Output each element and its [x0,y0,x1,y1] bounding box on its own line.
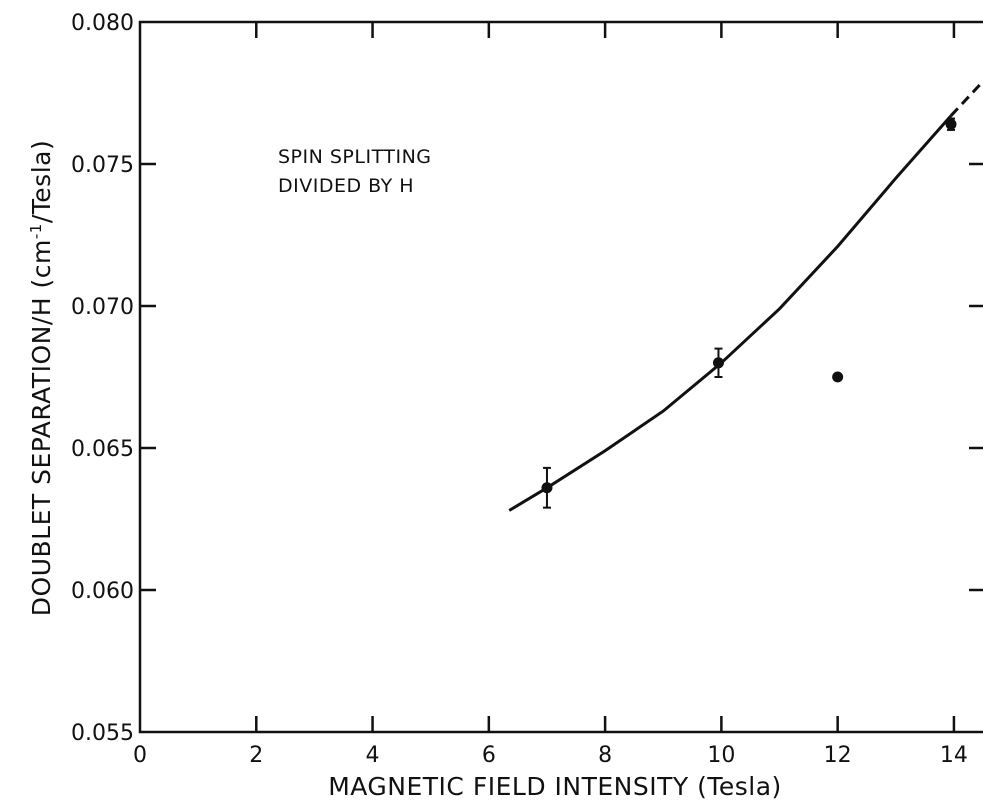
x-axis: 0 2 4 6 8 10 12 14 [133,22,968,768]
x-tick-label: 10 [707,743,735,768]
plot-frame-rect [138,20,983,734]
data-point [541,482,553,494]
annotation-line-2: DIVIDED BY H [278,175,414,197]
x-tick-label: 8 [598,743,612,768]
y-axis: 0.055 0.060 0.065 0.070 0.075 0.080 [71,11,983,746]
annotation-line-1: SPIN SPLITTING [278,146,432,168]
data-points [541,117,957,509]
plot-frame [138,20,983,734]
y-axis-title-tail: /Tesla) [27,140,56,223]
fit-curve [508,114,953,512]
y-tick-label: 0.075 [71,153,134,178]
x-tick-label: 6 [482,743,496,768]
y-axis-title-main: DOUBLET SEPARATION/H (cm [27,239,56,616]
x-tick-label: 4 [366,743,380,768]
x-tick-label: 2 [249,743,263,768]
y-axis-title-sup: -1 [27,223,45,239]
x-tick-label: 12 [824,743,852,768]
fit-curve-extension [949,83,982,117]
x-axis-title: MAGNETIC FIELD INTENSITY (Tesla) [328,772,782,801]
y-tick-label: 0.060 [71,579,134,604]
y-tick-label: 0.065 [71,437,134,462]
data-point [712,357,724,369]
fit-curve-group [508,83,982,512]
y-axis-title: DOUBLET SEPARATION/H (cm-1/Tesla) [27,140,56,616]
y-tick-label: 0.080 [71,11,134,36]
data-point [832,371,844,383]
data-point [945,118,957,130]
x-tick-label: 0 [133,743,147,768]
x-tick-label: 14 [940,743,968,768]
y-tick-label: 0.055 [71,721,134,746]
y-tick-label: 0.070 [71,295,134,320]
